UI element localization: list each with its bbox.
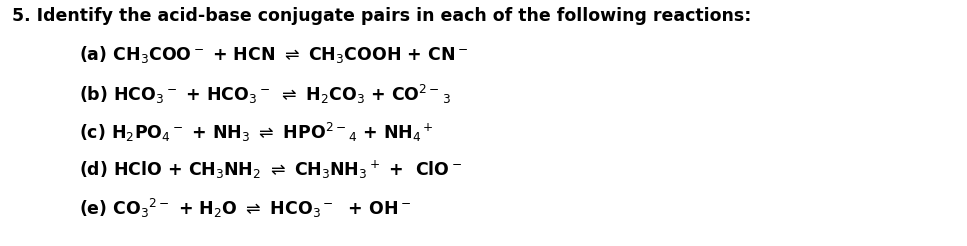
Text: 5. Identify the acid-base conjugate pairs in each of the following reactions:: 5. Identify the acid-base conjugate pair… (12, 7, 751, 25)
Text: (e) CO$_3$$^{2-}$ + H$_2$O $\rightleftharpoons$ HCO$_3$$^-$  + OH$^-$: (e) CO$_3$$^{2-}$ + H$_2$O $\rightleftha… (79, 197, 412, 220)
Text: (a) CH$_3$COO$^-$ + HCN $\rightleftharpoons$ CH$_3$COOH + CN$^-$: (a) CH$_3$COO$^-$ + HCN $\rightleftharpo… (79, 44, 468, 65)
Text: (d) HClO + CH$_3$NH$_2$ $\rightleftharpoons$ CH$_3$NH$_3$$^+$ +  ClO$^-$: (d) HClO + CH$_3$NH$_2$ $\rightleftharpo… (79, 159, 462, 181)
Text: (c) H$_2$PO$_4$$^-$ + NH$_3$ $\rightleftharpoons$ HPO$^{2-}$$_4$ + NH$_4$$^+$: (c) H$_2$PO$_4$$^-$ + NH$_3$ $\rightleft… (79, 121, 434, 144)
Text: (b) HCO$_3$$^-$ + HCO$_3$$^-$ $\rightleftharpoons$ H$_2$CO$_3$ + CO$^{2-}$$_3$: (b) HCO$_3$$^-$ + HCO$_3$$^-$ $\rightlef… (79, 82, 452, 106)
